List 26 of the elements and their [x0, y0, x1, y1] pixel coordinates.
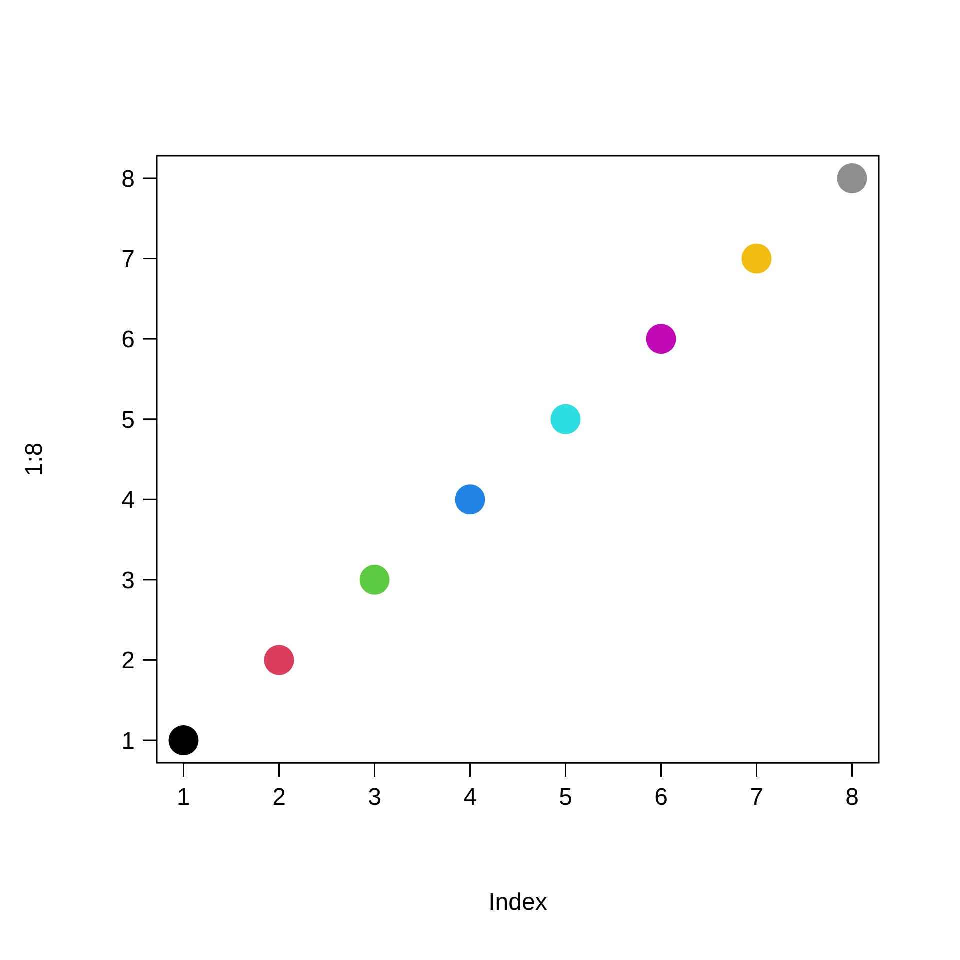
x-tick-label: 7	[750, 784, 764, 811]
y-tick-label: 5	[122, 406, 135, 434]
point	[646, 324, 676, 354]
x-tick-label: 2	[272, 784, 286, 811]
x-tick-label: 1	[177, 784, 190, 811]
point	[742, 244, 772, 274]
y-axis-title: 1:8	[21, 442, 48, 476]
y-tick-label: 3	[122, 567, 135, 594]
y-tick-label: 1	[122, 728, 135, 755]
point	[550, 404, 581, 434]
y-tick-label: 8	[122, 166, 135, 193]
y-tick-label: 6	[122, 326, 135, 354]
y-tick-label: 2	[122, 648, 135, 675]
x-tick-label: 4	[464, 784, 477, 811]
point	[455, 484, 486, 515]
y-tick-label: 7	[122, 246, 135, 274]
x-tick-label: 5	[559, 784, 572, 811]
x-axis-title: Index	[488, 889, 548, 916]
x-tick-label: 6	[654, 784, 668, 811]
y-tick-label: 4	[122, 487, 135, 514]
x-tick-label: 3	[368, 784, 382, 811]
point	[264, 645, 294, 676]
x-tick-label: 8	[846, 784, 859, 811]
point	[360, 564, 390, 595]
point	[837, 163, 868, 194]
point	[168, 726, 199, 756]
